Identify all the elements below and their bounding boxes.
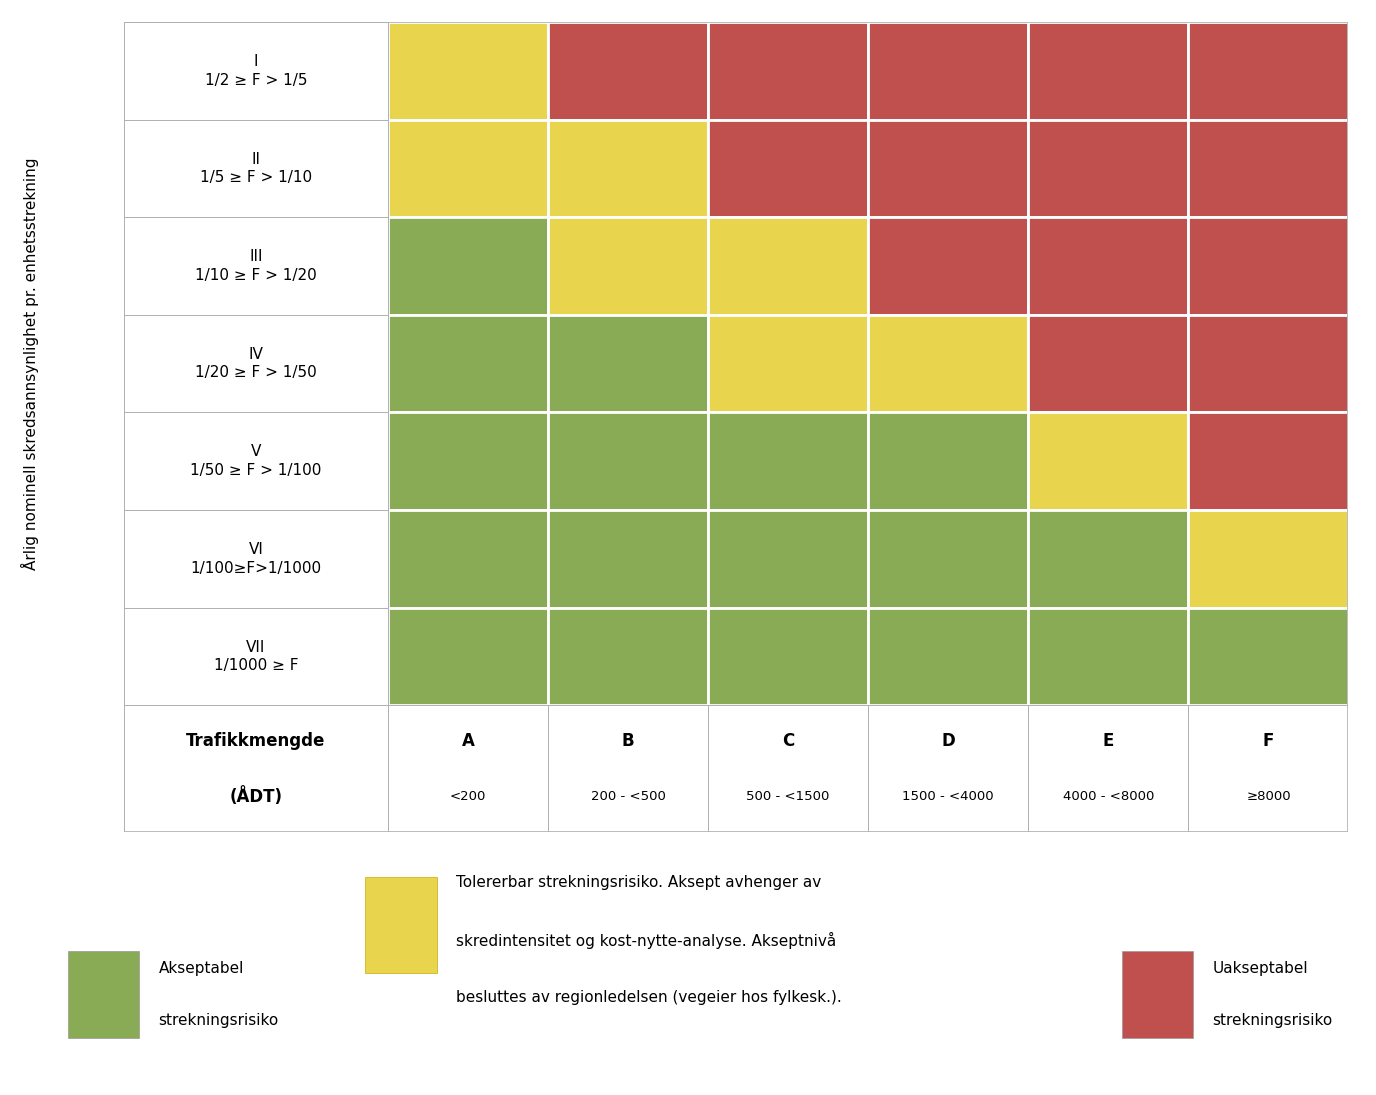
Text: skredintensitet og kost-nytte-analyse. Akseptnivå: skredintensitet og kost-nytte-analyse. A… (455, 932, 837, 949)
Text: ≥8000: ≥8000 (1247, 791, 1291, 803)
Bar (709, 119, 868, 217)
Bar (868, 314, 1028, 413)
Bar (124, 119, 388, 217)
Bar (124, 22, 388, 119)
Bar (1028, 22, 1189, 119)
Bar (548, 510, 709, 608)
Bar (1189, 608, 1348, 705)
Bar (388, 510, 548, 608)
Bar (709, 510, 868, 608)
Bar (124, 217, 388, 314)
Bar (709, 413, 868, 510)
Bar (1028, 510, 1189, 608)
Bar (548, 608, 709, 705)
Text: Tolererbar strekningsrisiko. Aksept avhenger av: Tolererbar strekningsrisiko. Aksept avhe… (455, 875, 821, 890)
Text: Årlig nominell skredsannsynlighet pr. enhetsstrekning: Årlig nominell skredsannsynlighet pr. en… (21, 158, 40, 569)
Bar (388, 608, 548, 705)
Text: VII
1/1000 ≥ F: VII 1/1000 ≥ F (213, 639, 299, 673)
Bar (1028, 314, 1189, 413)
Text: III
1/10 ≥ F > 1/20: III 1/10 ≥ F > 1/20 (195, 250, 316, 283)
Bar (709, 22, 868, 119)
Bar (67, 950, 139, 1038)
Bar (709, 608, 868, 705)
Bar (124, 608, 388, 705)
Bar (1189, 217, 1348, 314)
Bar (1028, 119, 1189, 217)
Bar (388, 217, 548, 314)
Text: besluttes av regionledelsen (vegeier hos fylkesk.).: besluttes av regionledelsen (vegeier hos… (455, 990, 842, 1005)
Bar (124, 510, 388, 608)
Bar (548, 217, 709, 314)
Bar (1189, 705, 1348, 832)
Bar (388, 413, 548, 510)
Bar (1028, 217, 1189, 314)
Bar (388, 705, 548, 832)
Bar (868, 217, 1028, 314)
Text: (ÅDT): (ÅDT) (230, 787, 282, 806)
Bar (124, 314, 388, 413)
Text: strekningsrisiko: strekningsrisiko (1212, 1013, 1333, 1028)
Bar (1121, 950, 1193, 1038)
Bar (548, 314, 709, 413)
Bar (868, 608, 1028, 705)
Text: Akseptabel: Akseptabel (158, 960, 244, 976)
Bar (548, 413, 709, 510)
Text: D: D (941, 731, 955, 750)
Bar (1189, 119, 1348, 217)
Bar (548, 22, 709, 119)
Text: I
1/2 ≥ F > 1/5: I 1/2 ≥ F > 1/5 (205, 54, 307, 88)
Bar (366, 877, 436, 973)
Bar (1189, 22, 1348, 119)
Text: VI
1/100≥F>1/1000: VI 1/100≥F>1/1000 (190, 542, 322, 576)
Bar (1028, 608, 1189, 705)
Text: Uakseptabel: Uakseptabel (1212, 960, 1309, 976)
Text: 200 - <500: 200 - <500 (590, 791, 666, 803)
Text: Trafikkmengde: Trafikkmengde (186, 731, 326, 750)
Bar (388, 119, 548, 217)
Bar (868, 119, 1028, 217)
Bar (709, 314, 868, 413)
Bar (709, 705, 868, 832)
Bar (548, 705, 709, 832)
Bar (1189, 413, 1348, 510)
Bar (1189, 510, 1348, 608)
Bar (868, 510, 1028, 608)
Bar (1189, 314, 1348, 413)
Bar (124, 413, 388, 510)
Bar (388, 314, 548, 413)
Bar (868, 413, 1028, 510)
Bar (124, 705, 388, 832)
Text: A: A (461, 731, 475, 750)
Text: C: C (782, 731, 794, 750)
Bar (868, 22, 1028, 119)
Text: 500 - <1500: 500 - <1500 (747, 791, 830, 803)
Text: F: F (1263, 731, 1274, 750)
Bar (1028, 413, 1189, 510)
Text: IV
1/20 ≥ F > 1/50: IV 1/20 ≥ F > 1/50 (195, 347, 316, 380)
Text: <200: <200 (450, 791, 486, 803)
Text: 4000 - <8000: 4000 - <8000 (1062, 791, 1154, 803)
Text: E: E (1102, 731, 1115, 750)
Bar (1028, 705, 1189, 832)
Bar (388, 22, 548, 119)
Bar (709, 217, 868, 314)
Bar (868, 705, 1028, 832)
Text: B: B (622, 731, 634, 750)
Text: II
1/5 ≥ F > 1/10: II 1/5 ≥ F > 1/10 (200, 151, 312, 185)
Bar (548, 119, 709, 217)
Text: V
1/50 ≥ F > 1/100: V 1/50 ≥ F > 1/100 (190, 445, 322, 479)
Text: strekningsrisiko: strekningsrisiko (158, 1013, 279, 1028)
Text: 1500 - <4000: 1500 - <4000 (903, 791, 993, 803)
